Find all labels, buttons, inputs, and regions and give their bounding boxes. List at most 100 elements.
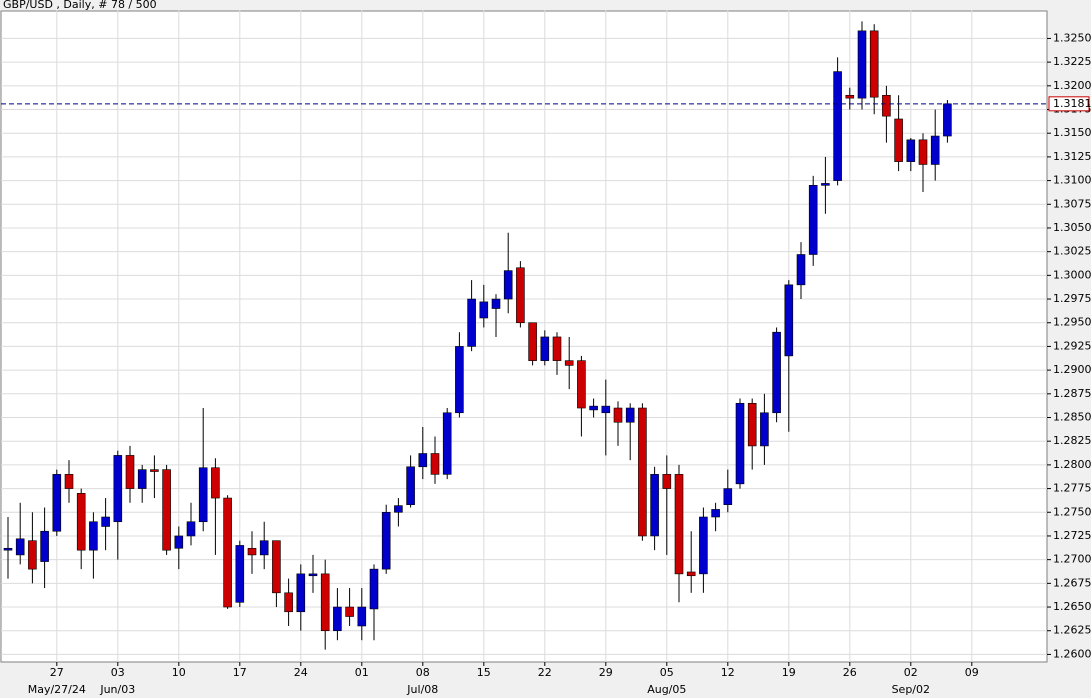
y-tick-label: 1.2800: [1053, 458, 1091, 471]
y-tick-label: 1.2775: [1053, 482, 1091, 495]
candle-body: [711, 509, 720, 518]
candle-body: [52, 474, 62, 532]
candle-body: [796, 254, 806, 286]
candle-body: [601, 405, 611, 414]
x-tick-label: 02: [904, 666, 918, 679]
y-tick-label: 1.2950: [1053, 316, 1091, 329]
candle-body: [15, 538, 25, 556]
y-tick-label: 1.2625: [1053, 624, 1091, 637]
x-month-label: Jun/03: [99, 683, 135, 696]
x-tick-label: 29: [599, 666, 613, 679]
candle-body: [198, 467, 208, 523]
y-tick-label: 1.2975: [1053, 292, 1091, 305]
candle-body: [674, 474, 684, 575]
candle-body: [833, 71, 842, 181]
candle-body: [247, 547, 257, 556]
y-tick-label: 1.3100: [1053, 174, 1091, 187]
candle-body: [186, 521, 196, 537]
y-tick-label: 1.2850: [1053, 411, 1091, 424]
candle-body: [625, 407, 635, 423]
x-month-label: Aug/05: [647, 683, 686, 696]
candle-body: [882, 94, 891, 117]
candle-body: [28, 540, 37, 570]
candle-body: [89, 521, 98, 551]
candle-body: [235, 545, 245, 603]
candle-body: [686, 571, 696, 577]
x-tick-label: 26: [843, 666, 857, 679]
y-tick-label: 1.2825: [1053, 434, 1091, 447]
candle-body: [503, 270, 513, 300]
candle-body: [735, 402, 745, 485]
candle-body: [150, 469, 159, 472]
y-tick-label: 1.3200: [1053, 79, 1091, 92]
last-price-box: [1048, 96, 1090, 112]
y-tick-label: 1.3000: [1053, 268, 1091, 281]
candle-body: [3, 547, 13, 551]
candle-body: [760, 412, 769, 447]
y-tick-label: 1.2750: [1053, 505, 1091, 518]
x-tick-label: 27: [50, 666, 64, 679]
candle-body: [357, 606, 367, 627]
x-tick-label: 12: [721, 666, 735, 679]
candle-body: [467, 298, 476, 347]
y-tick-label: 1.3125: [1053, 150, 1091, 163]
x-tick-label: 22: [538, 666, 552, 679]
candle-body: [64, 474, 74, 489]
candle-body: [638, 407, 647, 537]
candle-body: [333, 606, 342, 632]
x-tick-label: 08: [416, 666, 430, 679]
candle-body: [516, 267, 525, 324]
plot-area: [0, 10, 1048, 663]
candle-body: [211, 467, 220, 499]
y-tick-label: 1.3050: [1053, 221, 1091, 234]
y-tick-label: 1.2925: [1053, 339, 1091, 352]
candle-body: [174, 535, 184, 549]
candle-body: [552, 336, 562, 361]
x-month-label: Sep/02: [892, 683, 930, 696]
candle-body: [394, 505, 403, 513]
candle-body: [320, 573, 330, 632]
x-tick-label: 03: [111, 666, 125, 679]
candle-body: [845, 94, 855, 99]
y-tick-label: 1.2675: [1053, 576, 1091, 589]
candle-body: [491, 298, 501, 309]
candle-body: [943, 103, 952, 137]
candle-body: [284, 592, 293, 613]
candle-body: [528, 322, 537, 361]
y-tick-label: 1.3075: [1053, 197, 1091, 210]
y-tick-label: 1.3225: [1053, 55, 1091, 68]
candle-body: [308, 573, 318, 577]
candle-body: [406, 466, 415, 505]
candle-body: [906, 139, 916, 162]
candle-body: [418, 453, 428, 468]
candle-body: [699, 516, 708, 575]
candle-body: [40, 530, 49, 562]
candle-body: [223, 497, 232, 608]
candle-body: [747, 402, 757, 447]
candle-body: [113, 455, 123, 523]
candle-body: [442, 412, 452, 475]
y-tick-label: 1.2725: [1053, 529, 1091, 542]
candle-body: [894, 118, 903, 162]
x-tick-label: 17: [233, 666, 247, 679]
x-tick-label: 19: [782, 666, 796, 679]
candle-body: [455, 346, 464, 414]
candle-body: [869, 30, 879, 98]
x-month-label: May/27/24: [28, 683, 86, 696]
candle-body: [76, 493, 86, 551]
y-tick-label: 1.3150: [1053, 126, 1091, 139]
candle-body: [650, 474, 659, 537]
candle-body: [784, 284, 794, 357]
candle-body: [345, 606, 354, 617]
candle-body: [125, 455, 135, 489]
y-tick-label: 1.2600: [1053, 647, 1091, 660]
y-tick-label: 1.3025: [1053, 245, 1091, 258]
y-tick-label: 1.2650: [1053, 600, 1091, 613]
y-tick-label: 1.2700: [1053, 553, 1091, 566]
candle-body: [162, 469, 171, 551]
candle-body: [381, 511, 391, 570]
x-tick-label: 01: [355, 666, 369, 679]
candle-body: [430, 453, 440, 475]
candle-body: [821, 183, 830, 186]
